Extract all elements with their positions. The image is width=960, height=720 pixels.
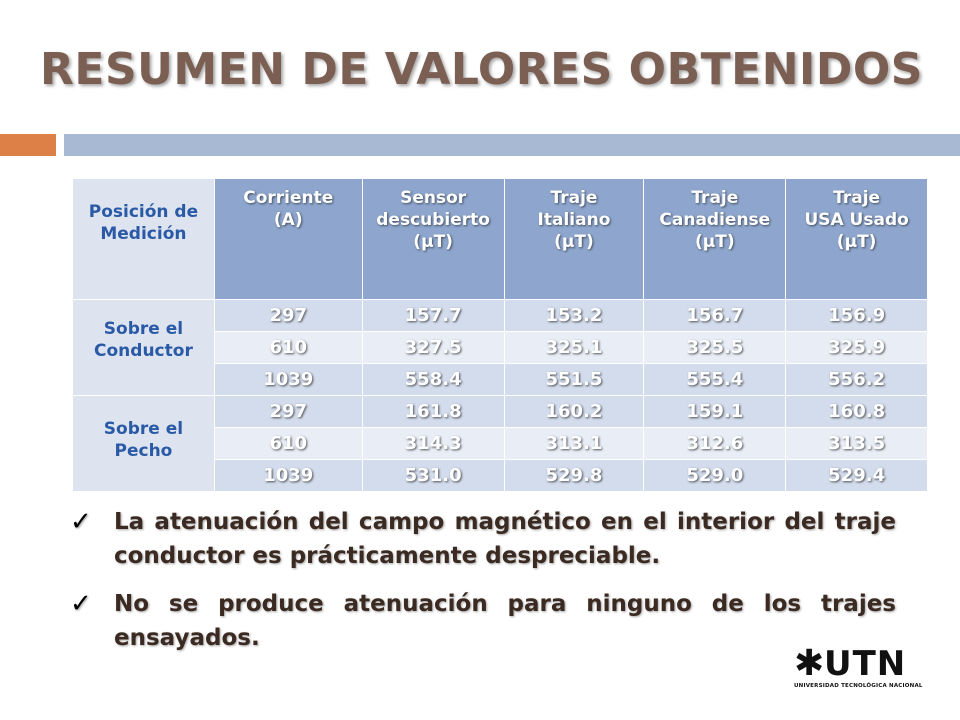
table-cell: 558.4 bbox=[361, 363, 505, 396]
results-table: Posición de Medición Corriente (A) Senso… bbox=[72, 178, 928, 492]
table-cell: 157.7 bbox=[361, 299, 505, 332]
table-cell: 314.3 bbox=[361, 427, 505, 460]
header-line: (A) bbox=[273, 210, 303, 230]
table-cell: 610 bbox=[213, 331, 363, 364]
table-row: 1039 558.4 551.5 555.4 556.2 bbox=[73, 363, 928, 396]
conclusion-item: ✓ La atenuación del campo magnético en e… bbox=[70, 505, 896, 573]
slide-title: RESUMEN DE VALORES OBTENIDOS bbox=[40, 44, 923, 95]
table-cell: 1039 bbox=[213, 363, 363, 396]
table-cell: 610 bbox=[213, 427, 363, 460]
group-label-pecho: Sobre el Pecho bbox=[72, 395, 215, 492]
header-line: Medición bbox=[100, 224, 187, 244]
header-line: (μT) bbox=[694, 232, 735, 252]
table-row: 610 327.5 325.1 325.5 325.9 bbox=[73, 331, 928, 364]
conclusions-list: ✓ La atenuación del campo magnético en e… bbox=[70, 505, 896, 669]
header-line: Canadiense bbox=[659, 210, 771, 230]
logo-name: UTN bbox=[824, 644, 907, 684]
table-cell: 297 bbox=[213, 395, 363, 428]
header-corriente: Corriente (A) bbox=[213, 178, 363, 300]
table-cell: 297 bbox=[213, 299, 363, 332]
header-line: Corriente bbox=[243, 188, 334, 208]
logo-subtitle: UNIVERSIDAD TECNOLÓGICA NACIONAL bbox=[794, 683, 923, 689]
table-cell: 313.1 bbox=[503, 427, 645, 460]
table-cell: 153.2 bbox=[503, 299, 645, 332]
table-cell: 556.2 bbox=[785, 363, 928, 396]
header-italiano: Traje Italiano (μT) bbox=[503, 178, 645, 300]
table-cell: 325.5 bbox=[643, 331, 787, 364]
header-line: (μT) bbox=[413, 232, 453, 252]
table-cell: 325.9 bbox=[785, 331, 928, 364]
group-line: Sobre el bbox=[103, 419, 184, 439]
header-line: (μT) bbox=[554, 232, 594, 252]
table-cell: 325.1 bbox=[503, 331, 645, 364]
table-cell: 555.4 bbox=[643, 363, 787, 396]
header-line: (μT) bbox=[836, 232, 877, 252]
header-line: Traje bbox=[550, 188, 598, 208]
header-line: Sensor bbox=[400, 188, 467, 208]
table-cell: 1039 bbox=[213, 459, 363, 492]
table-cell: 161.8 bbox=[361, 395, 505, 428]
header-line: Italiano bbox=[537, 210, 611, 230]
header-line: Posición de bbox=[88, 202, 199, 222]
header-line: USA Usado bbox=[804, 210, 909, 230]
conclusion-item: ✓ No se produce atenuación para ninguno … bbox=[70, 587, 896, 655]
header-usa-usado: Traje USA Usado (μT) bbox=[785, 178, 928, 300]
table-cell: 156.7 bbox=[643, 299, 787, 332]
table-cell: 531.0 bbox=[361, 459, 505, 492]
table-cell: 160.8 bbox=[785, 395, 928, 428]
utn-logo: ✱ UTN UNIVERSIDAD TECNOLÓGICA NACIONAL bbox=[794, 646, 936, 694]
table-cell: 529.4 bbox=[785, 459, 928, 492]
header-line: Traje bbox=[833, 188, 881, 208]
table-cell: 327.5 bbox=[361, 331, 505, 364]
header-canadiense: Traje Canadiense (μT) bbox=[643, 178, 787, 300]
title-underline-bar bbox=[64, 134, 960, 156]
conclusion-text: No se produce atenuación para ninguno de… bbox=[114, 591, 896, 651]
utn-emblem-icon: ✱ bbox=[794, 643, 825, 684]
check-icon: ✓ bbox=[70, 589, 92, 619]
table-header-row: Posición de Medición Corriente (A) Senso… bbox=[72, 178, 928, 300]
table-cell: 156.9 bbox=[785, 299, 928, 332]
conclusion-text: La atenuación del campo magnético en el … bbox=[114, 509, 896, 569]
table-cell: 159.1 bbox=[643, 395, 787, 428]
group-line: Conductor bbox=[94, 341, 193, 361]
group-line: Pecho bbox=[114, 441, 173, 461]
accent-bar bbox=[0, 134, 56, 156]
table-row: 1039 531.0 529.8 529.0 529.4 bbox=[73, 459, 928, 492]
table-cell: 312.6 bbox=[643, 427, 787, 460]
header-sensor: Sensor descubierto (μT) bbox=[361, 178, 505, 300]
table-cell: 313.5 bbox=[785, 427, 928, 460]
table-row: Sobre el Pecho 297 161.8 160.2 159.1 160… bbox=[72, 395, 928, 492]
group-label-conductor: Sobre el Conductor bbox=[72, 299, 215, 396]
table-cell: 551.5 bbox=[503, 363, 645, 396]
table-row: Sobre el Conductor 297 157.7 153.2 156.7… bbox=[72, 299, 928, 396]
table-cell: 529.8 bbox=[503, 459, 645, 492]
header-posicion: Posición de Medición bbox=[72, 178, 215, 300]
table-row: 610 314.3 313.1 312.6 313.5 bbox=[73, 427, 928, 460]
header-line: Traje bbox=[691, 188, 739, 208]
group-line: Sobre el bbox=[103, 319, 184, 339]
header-line: descubierto bbox=[376, 210, 490, 230]
table-cell: 529.0 bbox=[643, 459, 787, 492]
table-cell: 160.2 bbox=[503, 395, 645, 428]
check-icon: ✓ bbox=[70, 507, 92, 537]
